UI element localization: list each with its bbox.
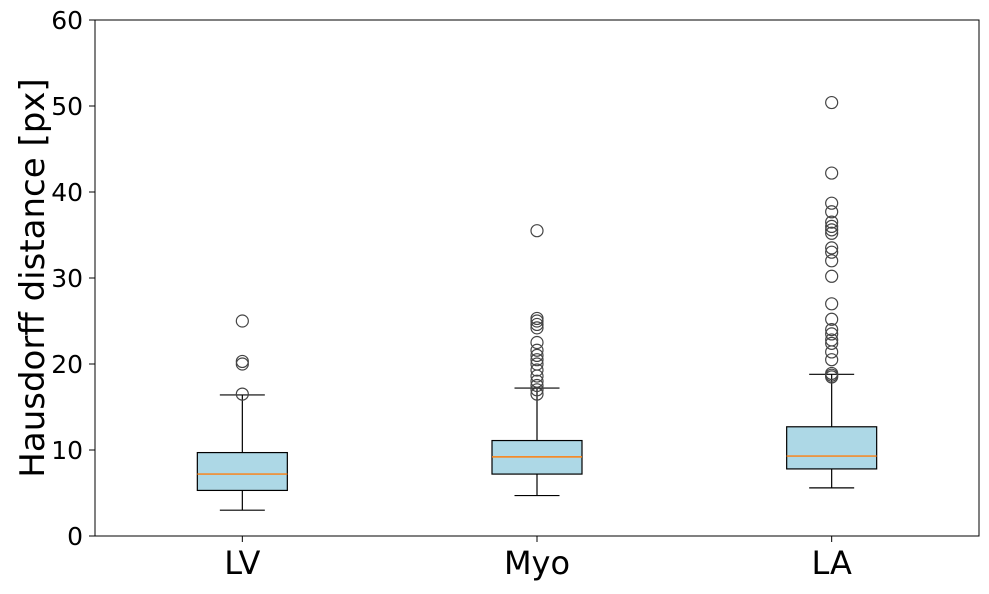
outlier-point [825, 366, 839, 381]
outlier-point [530, 378, 544, 393]
outlier-point [825, 353, 839, 367]
outlier-point [530, 374, 544, 388]
outlier-point [825, 323, 839, 337]
box-iqr [786, 426, 878, 470]
outlier-point [825, 297, 839, 311]
outlier-point [825, 336, 839, 350]
y-tick-label: 10 [51, 436, 83, 465]
y-tick-label: 40 [51, 178, 83, 207]
outlier-point [825, 196, 839, 210]
outlier-point [530, 317, 544, 332]
outlier-point [825, 226, 839, 240]
y-tick-label: 0 [67, 522, 83, 551]
outlier-point [530, 321, 544, 335]
x-axis: LV Myo LA [224, 536, 852, 582]
x-tick-label: LV [224, 544, 260, 582]
outlier-point [530, 348, 544, 362]
outlier-point [530, 335, 544, 350]
outlier-point [825, 312, 839, 326]
outlier-point [235, 387, 249, 401]
x-tick-label: Myo [504, 544, 570, 582]
y-axis: 0 10 20 30 40 50 60 [51, 6, 95, 551]
outlier-point [530, 357, 544, 371]
outlier-point [825, 245, 839, 259]
outlier-point [530, 311, 544, 326]
outlier-point [530, 387, 544, 401]
outlier-point [530, 363, 544, 377]
box-group-myo [491, 224, 583, 497]
outlier-point [825, 205, 839, 219]
outlier-point [825, 223, 839, 237]
box-iqr [196, 451, 288, 492]
outlier-point [825, 219, 839, 233]
outlier-point [235, 314, 249, 328]
plot-layer [196, 95, 878, 511]
outlier-point [825, 95, 839, 110]
outlier-point [530, 383, 544, 397]
outlier-point [825, 166, 839, 180]
outlier-point [530, 343, 544, 357]
outlier-point [825, 333, 839, 347]
y-tick-label: 60 [51, 6, 83, 35]
box-group-la [786, 95, 878, 489]
outlier-point [825, 241, 839, 255]
outlier-point [825, 327, 839, 341]
outlier-point [530, 224, 544, 238]
outlier-point [825, 269, 839, 283]
y-tick-label: 50 [51, 92, 83, 121]
box-group-lv [196, 314, 288, 511]
y-axis-label: Hausdorff distance [px] [13, 78, 53, 477]
y-tick-label: 30 [51, 264, 83, 293]
outlier-point [235, 357, 249, 371]
x-tick-label: LA [811, 544, 852, 582]
y-tick-label: 20 [51, 350, 83, 379]
outlier-point [235, 354, 249, 369]
outlier-point [530, 353, 544, 367]
outlier-point [825, 215, 839, 229]
outlier-point [825, 254, 839, 268]
